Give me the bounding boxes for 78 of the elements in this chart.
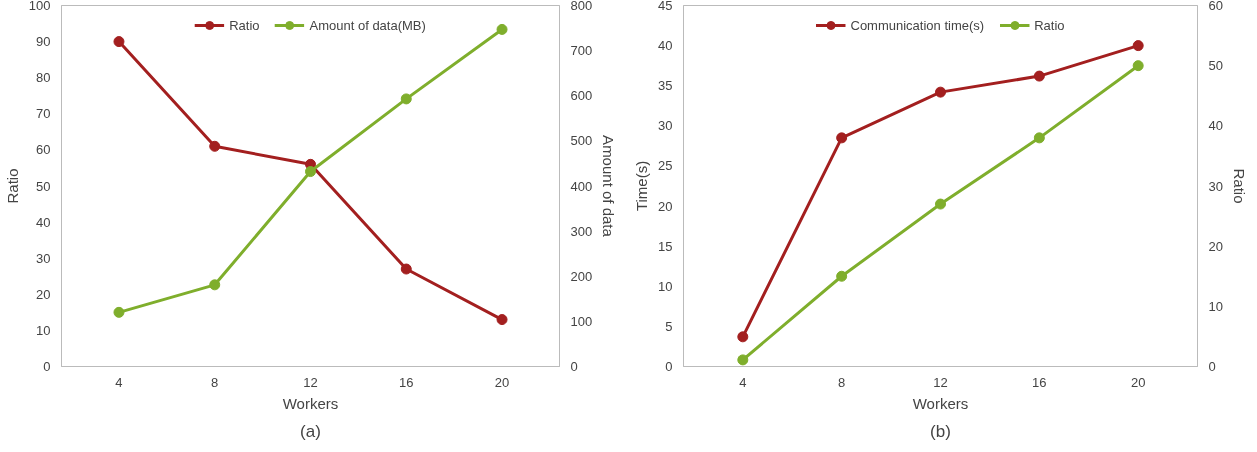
y-tick-label: 10 xyxy=(36,322,51,338)
y2-axis-title: Amount of data xyxy=(600,135,618,238)
y-tick-label: 10 xyxy=(658,278,673,294)
y-tick-label: 15 xyxy=(658,238,673,254)
y2-tick-label: 50 xyxy=(1208,58,1223,74)
y2-tick-label: 30 xyxy=(1208,178,1223,194)
point xyxy=(836,132,848,144)
y-tick-label: 40 xyxy=(36,214,51,230)
point xyxy=(305,166,316,178)
point xyxy=(836,270,848,282)
y-tick-label: 35 xyxy=(658,78,673,94)
point xyxy=(496,23,508,35)
y-tick-label: 0 xyxy=(665,359,673,374)
point xyxy=(1033,132,1045,144)
y-tick-label: 90 xyxy=(36,34,51,50)
y2-tick-label: 400 xyxy=(570,178,593,194)
x-tick-label: 20 xyxy=(1130,374,1146,390)
y2-tick-label: 100 xyxy=(570,313,593,329)
y-axis-title: Time(s) xyxy=(633,160,651,212)
y2-tick-label: 600 xyxy=(570,88,593,104)
y-tick-label: 100 xyxy=(28,0,51,13)
y-axis-title: Ratio xyxy=(3,168,21,204)
x-tick-label: 4 xyxy=(739,374,747,390)
x-tick-label: 8 xyxy=(211,374,219,390)
y2-tick-label: 700 xyxy=(570,43,593,59)
y-tick-label: 30 xyxy=(658,118,673,134)
point xyxy=(737,354,749,366)
point xyxy=(400,93,412,105)
y-tick-label: 60 xyxy=(36,142,51,158)
y2-tick-label: 800 xyxy=(570,0,593,13)
y2-tick-label: 0 xyxy=(570,359,578,374)
y2-tick-label: 20 xyxy=(1208,238,1223,254)
legend-label: Amount of data(MB) xyxy=(309,17,426,33)
x-tick-label: 8 xyxy=(838,374,846,390)
x-tick-label: 20 xyxy=(494,374,510,390)
text: (b) xyxy=(930,421,951,441)
point xyxy=(209,140,221,152)
y-tick-label: 45 xyxy=(658,0,673,13)
legend-label: Communication time(s) xyxy=(850,17,985,33)
x-tick-label: 16 xyxy=(399,374,414,390)
y-tick-label: 20 xyxy=(36,286,51,302)
y2-tick-label: 10 xyxy=(1208,298,1223,314)
point xyxy=(496,314,508,326)
y2-tick-label: 40 xyxy=(1208,118,1223,134)
x-tick-label: 16 xyxy=(1032,374,1047,390)
text: (a) xyxy=(300,421,321,441)
legend-label: Ratio xyxy=(229,17,260,33)
point xyxy=(400,263,412,275)
point xyxy=(737,331,749,343)
point xyxy=(935,86,946,98)
y2-tick-label: 200 xyxy=(570,268,593,284)
y2-tick-label: 0 xyxy=(1208,359,1216,374)
legend-label: Ratio xyxy=(1034,17,1065,33)
y2-tick-label: 60 xyxy=(1208,0,1223,13)
y2-tick-label: 500 xyxy=(570,133,593,149)
y-tick-label: 5 xyxy=(665,318,673,334)
y-tick-label: 20 xyxy=(658,198,673,214)
point xyxy=(209,279,221,291)
x-axis-title: Workers xyxy=(912,394,969,412)
y2-tick-label: 300 xyxy=(570,223,593,239)
y-tick-label: 25 xyxy=(658,158,673,174)
x-tick-label: 12 xyxy=(303,374,318,390)
x-tick-label: 4 xyxy=(115,374,123,390)
y-tick-label: 80 xyxy=(36,70,51,86)
point xyxy=(1033,70,1045,82)
x-axis-title: Workers xyxy=(282,394,339,412)
y-tick-label: 50 xyxy=(36,178,51,194)
point xyxy=(1132,60,1144,72)
y-tick-label: 0 xyxy=(43,359,51,374)
point xyxy=(935,198,946,210)
y-tick-label: 40 xyxy=(658,38,673,54)
point xyxy=(113,36,125,48)
x-tick-label: 12 xyxy=(933,374,948,390)
point xyxy=(113,306,125,318)
y-tick-label: 30 xyxy=(36,250,51,266)
point xyxy=(1132,40,1144,52)
y2-axis-title: Ratio xyxy=(1230,168,1248,204)
y-tick-label: 70 xyxy=(36,106,51,122)
